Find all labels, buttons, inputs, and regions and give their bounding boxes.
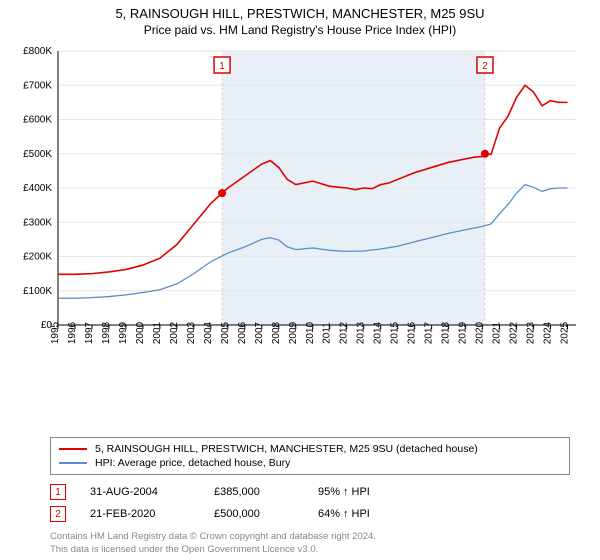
title-line-1: 5, RAINSOUGH HILL, PRESTWICH, MANCHESTER… [0,6,600,21]
svg-text:2009: 2009 [288,321,299,344]
svg-text:2016: 2016 [407,321,418,344]
arrow-up-icon: ↑ [343,486,349,498]
arrow-up-icon: ↑ [343,508,349,520]
page-container: 5, RAINSOUGH HILL, PRESTWICH, MANCHESTER… [0,0,600,560]
sale-marker-price: £385,000 [214,486,294,498]
svg-text:2012: 2012 [339,321,350,344]
legend-box: 5, RAINSOUGH HILL, PRESTWICH, MANCHESTER… [50,437,570,475]
legend-label: 5, RAINSOUGH HILL, PRESTWICH, MANCHESTER… [95,443,478,455]
line-chart: £0£100K£200K£300K£400K£500K£600K£700K£80… [12,43,588,373]
svg-text:2023: 2023 [526,321,537,344]
footer-line-2: This data is licensed under the Open Gov… [50,544,570,556]
svg-text:2001: 2001 [152,321,163,344]
footer-line-1: Contains HM Land Registry data © Crown c… [50,531,570,543]
svg-text:2006: 2006 [237,321,248,344]
footer-attribution: Contains HM Land Registry data © Crown c… [50,531,570,556]
svg-text:£200K: £200K [23,252,52,263]
svg-text:2011: 2011 [322,322,333,344]
svg-text:2010: 2010 [305,321,316,344]
svg-text:2018: 2018 [441,321,452,344]
svg-text:2022: 2022 [509,321,520,344]
svg-text:2013: 2013 [356,321,367,344]
sale-marker-row: 2 21-FEB-2020 £500,000 64%↑HPI [50,503,570,525]
svg-text:£600K: £600K [23,115,52,126]
chart-area: £0£100K£200K£300K£400K£500K£600K£700K£80… [12,43,588,433]
sale-marker-date: 21-FEB-2020 [90,508,190,520]
svg-text:2025: 2025 [560,321,571,344]
svg-text:2021: 2021 [492,321,503,344]
sale-marker-hpi: 95%↑HPI [318,486,370,498]
sale-marker-badge: 1 [50,484,66,500]
sale-markers-block: 1 31-AUG-2004 £385,000 95%↑HPI 2 21-FEB-2020 £… [50,481,570,525]
sale-marker-badge: 2 [50,506,66,522]
svg-text:1997: 1997 [84,321,95,344]
svg-text:2: 2 [482,61,488,72]
svg-text:2008: 2008 [271,321,282,344]
sale-marker-hpi: 64%↑HPI [318,508,370,520]
sale-marker-price: £500,000 [214,508,294,520]
svg-text:1996: 1996 [67,321,78,344]
svg-text:2024: 2024 [543,321,554,344]
svg-text:2015: 2015 [390,321,401,344]
svg-text:£500K: £500K [23,149,52,160]
sale-marker-date: 31-AUG-2004 [90,486,190,498]
svg-text:2017: 2017 [424,321,435,344]
title-block: 5, RAINSOUGH HILL, PRESTWICH, MANCHESTER… [0,0,600,39]
svg-text:2000: 2000 [135,321,146,344]
svg-text:2019: 2019 [458,321,469,344]
svg-text:2005: 2005 [220,321,231,344]
legend-label: HPI: Average price, detached house, Bury [95,457,290,469]
legend-row: 5, RAINSOUGH HILL, PRESTWICH, MANCHESTER… [59,442,561,456]
title-line-2: Price paid vs. HM Land Registry's House … [0,23,600,37]
svg-text:2014: 2014 [373,321,384,344]
legend-swatch [59,462,87,464]
sale-marker-row: 1 31-AUG-2004 £385,000 95%↑HPI [50,481,570,503]
svg-text:£300K: £300K [23,217,52,228]
legend-swatch [59,448,87,450]
svg-text:£100K: £100K [23,286,52,297]
svg-text:1999: 1999 [118,321,129,344]
legend-row: HPI: Average price, detached house, Bury [59,456,561,470]
svg-text:1: 1 [219,61,225,72]
svg-text:£400K: £400K [23,183,52,194]
svg-text:2007: 2007 [254,321,265,344]
svg-text:2002: 2002 [169,321,180,344]
svg-text:£700K: £700K [23,80,52,91]
svg-text:1998: 1998 [101,321,112,344]
svg-text:2003: 2003 [186,321,197,344]
svg-text:2004: 2004 [203,321,214,344]
svg-text:1995: 1995 [50,321,61,344]
svg-text:£800K: £800K [23,46,52,57]
svg-text:2020: 2020 [475,321,486,344]
